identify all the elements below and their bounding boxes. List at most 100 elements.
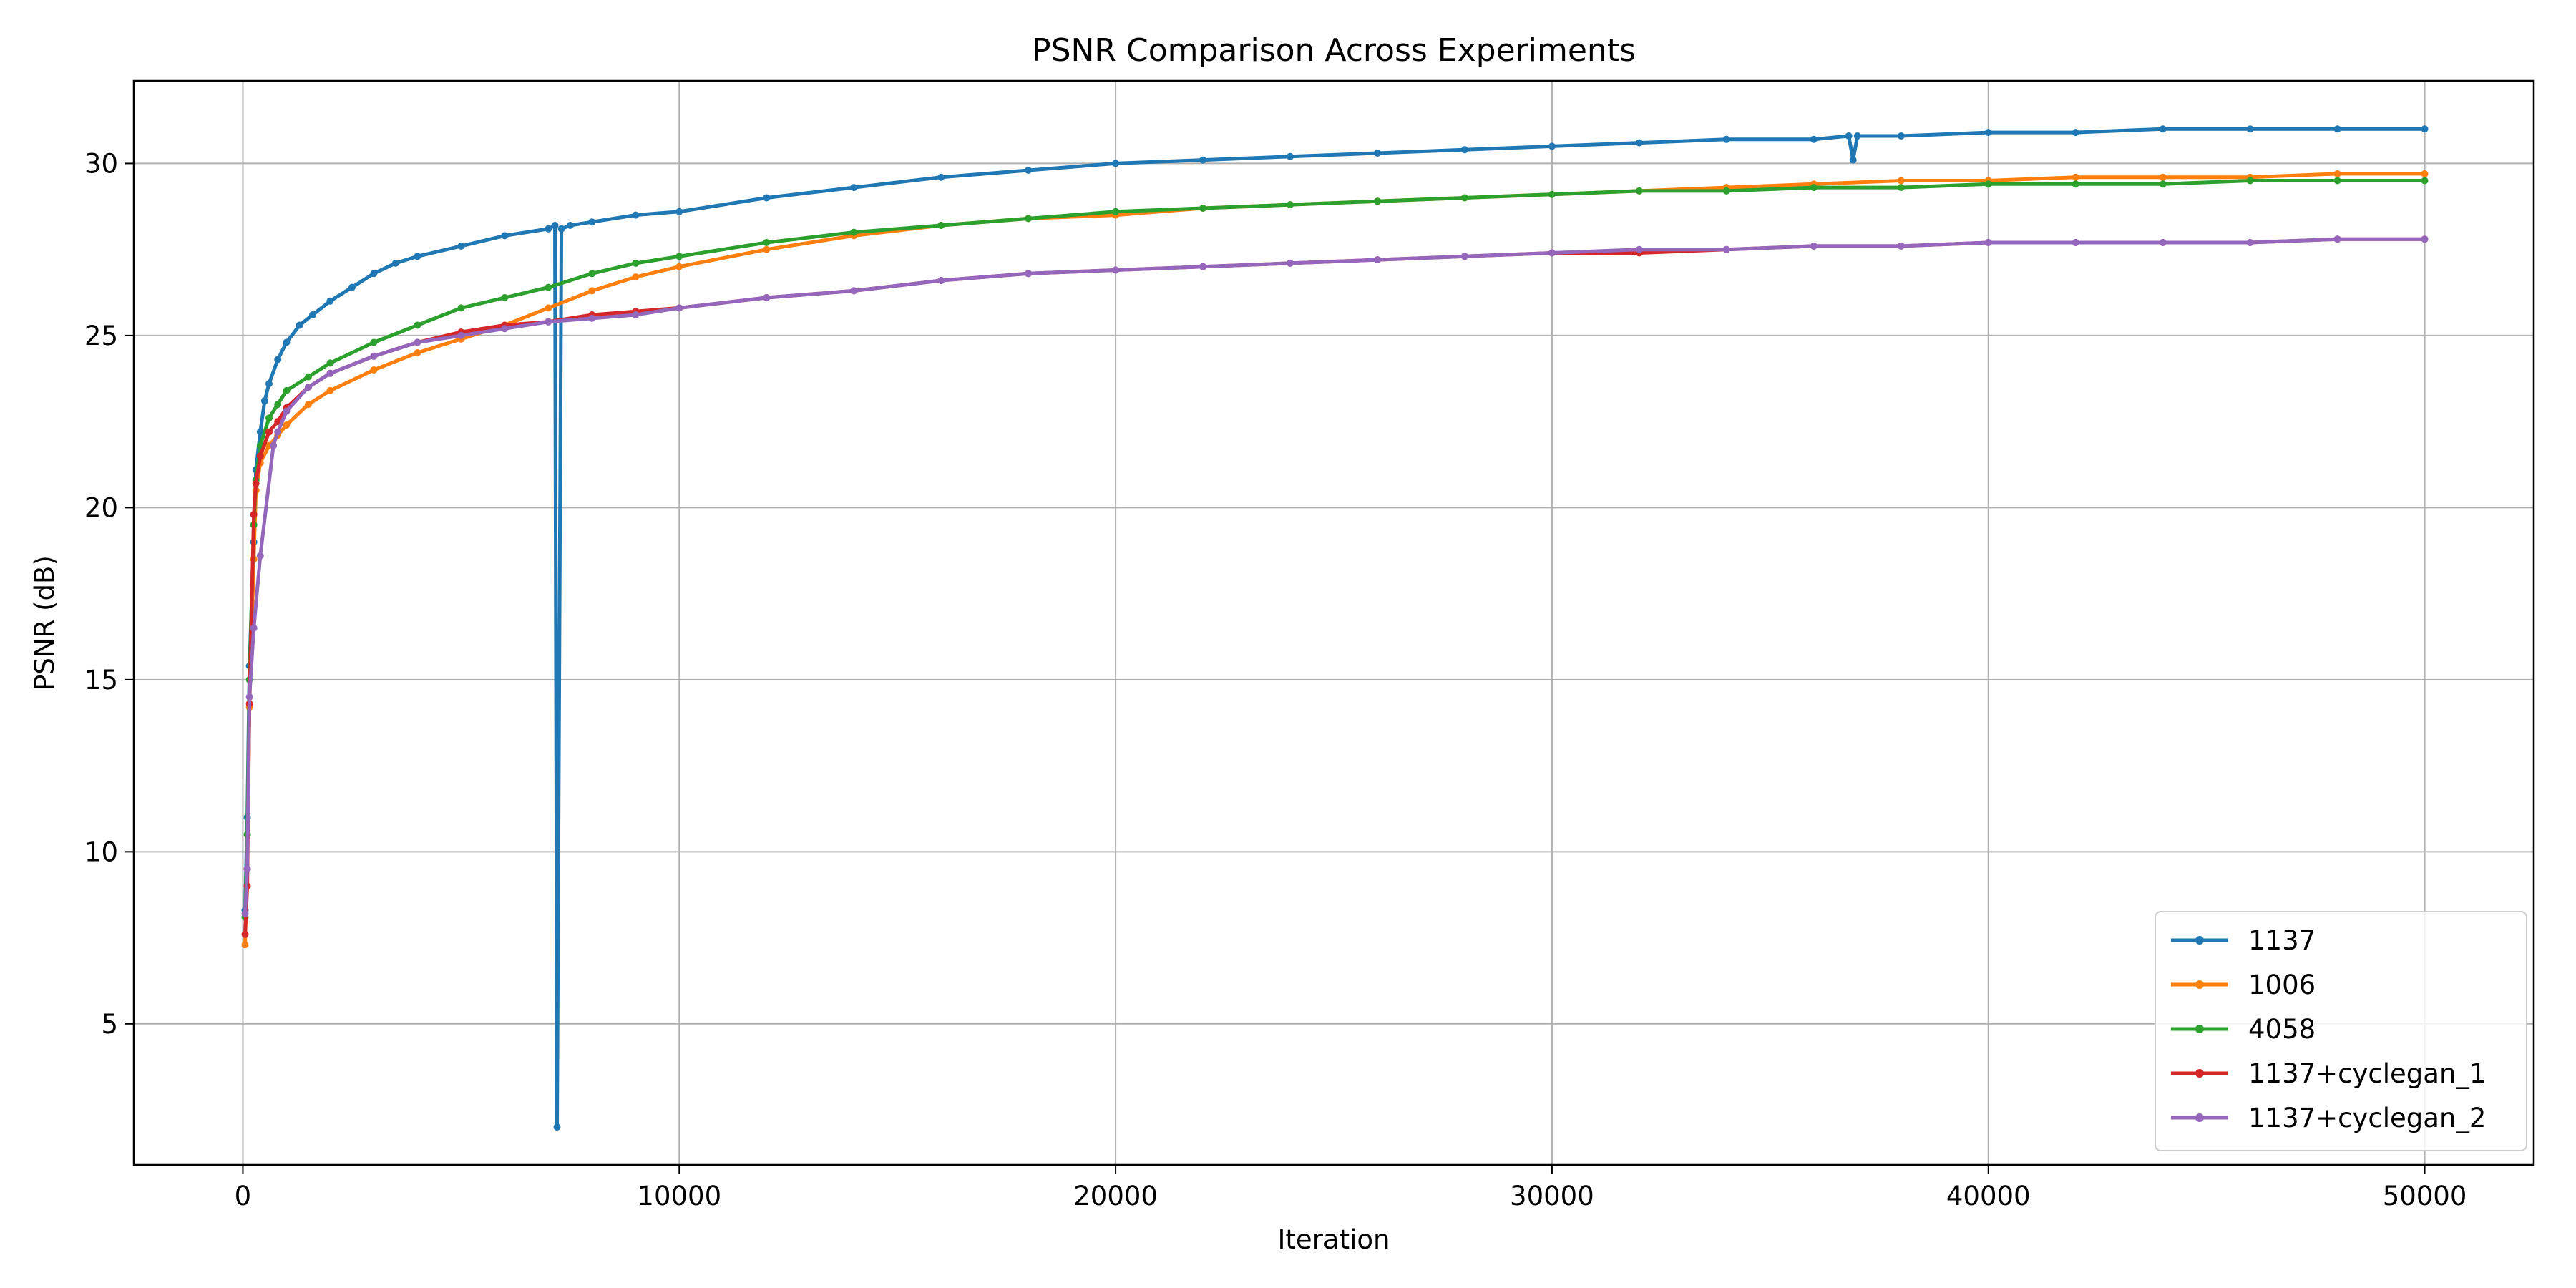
data-point	[270, 441, 278, 449]
data-point	[2072, 173, 2079, 181]
data-point	[370, 270, 378, 278]
y-tick-label: 25	[84, 321, 118, 351]
data-point	[632, 259, 640, 267]
data-point	[457, 331, 465, 339]
data-point	[1460, 194, 1468, 202]
legend-label: 1137	[2248, 925, 2316, 956]
data-point	[348, 283, 356, 291]
y-tick-label: 10	[84, 836, 118, 867]
data-point	[265, 414, 273, 422]
data-point	[2333, 235, 2341, 243]
data-point	[250, 624, 258, 632]
data-point	[1635, 187, 1643, 195]
y-tick-label: 15	[84, 665, 118, 696]
data-point	[1984, 239, 1992, 246]
data-point	[283, 338, 291, 346]
data-point	[391, 259, 399, 267]
data-point	[588, 218, 596, 226]
data-point	[2333, 170, 2341, 177]
data-point	[2421, 125, 2429, 133]
x-tick-label: 20000	[1073, 1181, 1158, 1211]
data-point	[256, 428, 264, 436]
data-point	[553, 1123, 561, 1131]
x-tick-label: 30000	[1510, 1181, 1594, 1211]
data-point	[283, 386, 291, 394]
data-point	[260, 397, 268, 405]
data-point	[1635, 139, 1643, 147]
data-point	[2072, 239, 2079, 246]
data-point	[1199, 263, 1207, 270]
x-tick-label: 0	[235, 1181, 252, 1211]
data-point	[763, 239, 771, 246]
data-point	[501, 294, 509, 301]
legend-marker	[2195, 980, 2204, 989]
y-tick-label: 30	[84, 148, 118, 179]
chart-title: PSNR Comparison Across Experiments	[1032, 32, 1636, 69]
data-point	[283, 407, 291, 415]
data-point	[588, 270, 596, 278]
data-point	[1810, 135, 1818, 143]
data-point	[370, 366, 378, 374]
data-point	[243, 865, 251, 873]
data-point	[850, 228, 858, 236]
data-point	[1849, 156, 1857, 164]
series-1137-cyclegan-2	[241, 235, 2429, 917]
data-point	[1112, 266, 1120, 274]
grid	[134, 81, 2534, 1165]
data-point	[545, 225, 552, 233]
legend-label: 1137+cyclegan_1	[2248, 1058, 2486, 1089]
data-point	[850, 184, 858, 192]
data-point	[326, 386, 334, 394]
x-tick-label: 50000	[2383, 1181, 2467, 1211]
data-point	[2159, 180, 2167, 188]
data-point	[1287, 201, 1294, 209]
data-point	[545, 304, 552, 312]
data-point	[326, 359, 334, 367]
data-point	[1460, 146, 1468, 154]
data-point	[937, 173, 945, 181]
data-point	[763, 245, 771, 253]
data-point	[850, 287, 858, 295]
data-point	[1025, 215, 1033, 223]
data-point	[326, 297, 334, 305]
data-point	[304, 384, 312, 391]
data-point	[588, 314, 596, 322]
data-point	[632, 311, 640, 318]
data-point	[675, 253, 683, 260]
data-point	[304, 401, 312, 409]
x-tick-label: 40000	[1946, 1181, 2031, 1211]
data-point	[274, 428, 282, 436]
legend: 1137 1006 4058 1137+cyclegan_1 1137+cyclegan…	[2155, 911, 2527, 1151]
data-point	[457, 304, 465, 312]
legend-label: 4058	[2248, 1014, 2316, 1045]
data-point	[2072, 180, 2079, 188]
data-point	[501, 232, 509, 240]
data-point	[256, 452, 264, 460]
data-point	[675, 304, 683, 312]
data-point	[2421, 170, 2429, 177]
data-point	[1374, 150, 1381, 157]
data-point	[937, 222, 945, 229]
data-point	[551, 222, 559, 229]
data-point	[937, 277, 945, 284]
data-point	[2159, 125, 2167, 133]
data-point	[274, 356, 282, 364]
series-lines	[241, 125, 2429, 1131]
data-point	[1722, 245, 1730, 253]
data-point	[245, 693, 253, 701]
legend-marker	[2195, 936, 2204, 945]
legend-label: 1006	[2248, 970, 2316, 1000]
data-point	[414, 338, 421, 346]
data-point	[545, 283, 552, 291]
x-axis-title: Iteration	[1278, 1224, 1390, 1255]
data-point	[1984, 180, 1992, 188]
data-point	[265, 428, 273, 436]
data-point	[1287, 152, 1294, 160]
data-point	[501, 325, 509, 333]
data-point	[1374, 197, 1381, 205]
data-point	[1897, 177, 1905, 185]
data-point	[252, 479, 260, 487]
data-point	[1897, 242, 1905, 250]
